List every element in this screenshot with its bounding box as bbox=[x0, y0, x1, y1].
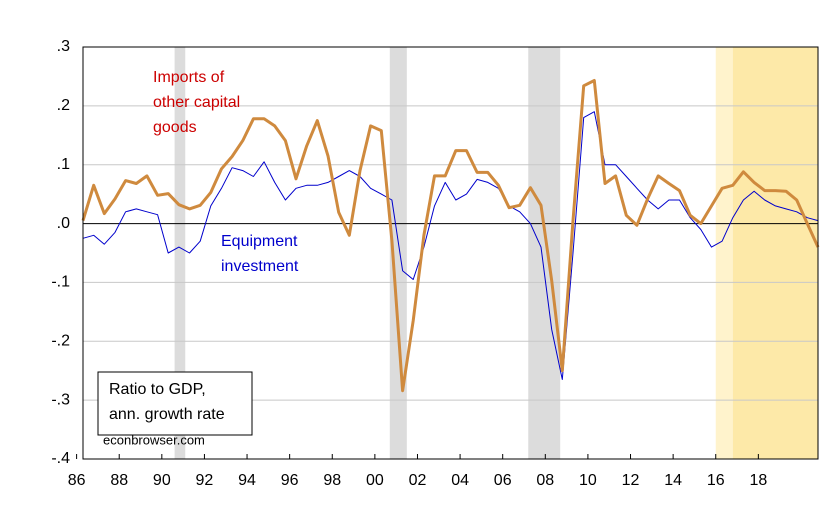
y-tick-label: .2 bbox=[57, 97, 70, 114]
x-tick-label: 94 bbox=[238, 472, 256, 489]
annotation: goods bbox=[153, 119, 197, 136]
series-line bbox=[81, 79, 820, 393]
x-tick-label: 06 bbox=[494, 472, 512, 489]
shaded-period bbox=[174, 47, 186, 459]
plot-frame bbox=[82, 46, 819, 460]
x-tick-label: 02 bbox=[409, 472, 427, 489]
x-tick-label: 04 bbox=[451, 472, 469, 489]
x-tick-label: 90 bbox=[153, 472, 171, 489]
x-tick-label: 88 bbox=[110, 472, 128, 489]
annotation: Imports of bbox=[153, 69, 225, 86]
y-tick-label: .0 bbox=[57, 215, 70, 232]
y-tick-label: -.2 bbox=[51, 333, 70, 350]
x-tick-label: 98 bbox=[323, 472, 341, 489]
x-tick-label: 92 bbox=[196, 472, 214, 489]
y-tick-label: -.4 bbox=[51, 450, 70, 467]
shaded-period bbox=[389, 47, 407, 459]
y-tick-label: -.3 bbox=[51, 391, 70, 408]
shaded-period bbox=[528, 47, 561, 459]
x-tick-label: 16 bbox=[707, 472, 725, 489]
x-tick-label: 00 bbox=[366, 472, 384, 489]
series-line bbox=[82, 111, 819, 380]
x-tick-label: 18 bbox=[749, 472, 767, 489]
annotation: Ratio to GDP, bbox=[109, 381, 206, 398]
x-tick-label: 10 bbox=[579, 472, 597, 489]
annotation: Equipment bbox=[221, 233, 298, 250]
source: econbrowser.com bbox=[103, 432, 205, 447]
x-tick-label: 86 bbox=[68, 472, 86, 489]
annotation: other capital bbox=[153, 94, 240, 111]
x-tick-label: 08 bbox=[536, 472, 554, 489]
shaded-period bbox=[715, 47, 733, 459]
shaded-period bbox=[732, 47, 818, 459]
x-tick-label: 96 bbox=[281, 472, 299, 489]
y-tick-label: .1 bbox=[57, 156, 70, 173]
y-tick-label: -.1 bbox=[51, 274, 70, 291]
x-tick-label: 12 bbox=[622, 472, 640, 489]
y-tick-label: .3 bbox=[57, 38, 70, 55]
note-box bbox=[97, 371, 253, 436]
x-tick-label: 14 bbox=[664, 472, 682, 489]
annotation: ann. growth rate bbox=[109, 406, 225, 423]
annotation: investment bbox=[221, 258, 299, 275]
